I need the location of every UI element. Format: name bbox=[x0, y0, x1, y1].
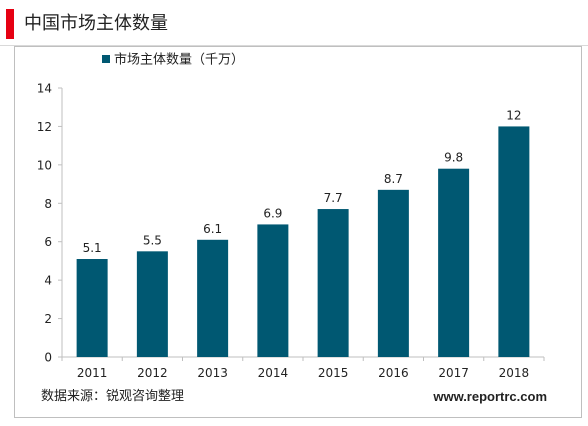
y-tick-label: 12 bbox=[37, 120, 52, 134]
bar bbox=[257, 224, 289, 357]
data-label: 5.5 bbox=[143, 233, 162, 247]
x-tick-label: 2015 bbox=[318, 366, 349, 380]
y-tick-label: 6 bbox=[44, 235, 52, 249]
y-tick-label: 14 bbox=[37, 82, 52, 96]
legend-label: 市场主体数量（千万） bbox=[114, 52, 244, 68]
page-title: 中国市场主体数量 bbox=[24, 13, 168, 34]
data-label: 6.1 bbox=[203, 222, 222, 236]
y-tick-label: 4 bbox=[44, 274, 52, 288]
x-tick-label: 2017 bbox=[438, 366, 469, 380]
y-tick-label: 2 bbox=[44, 312, 52, 326]
legend: 市场主体数量（千万） bbox=[102, 52, 244, 68]
data-labels: 5.1 5.5 6.1 6.9 7.7 8.7 9.8 12 bbox=[83, 108, 522, 255]
y-tick-label: 0 bbox=[44, 351, 52, 365]
x-tick-label: 2012 bbox=[137, 366, 168, 380]
y-tick-label: 8 bbox=[44, 197, 52, 211]
source-note: 数据来源：锐观咨询整理 bbox=[41, 389, 185, 404]
bar bbox=[76, 259, 108, 357]
data-label: 9.8 bbox=[444, 151, 463, 165]
data-label: 6.9 bbox=[263, 206, 282, 220]
title-accent-bar bbox=[6, 9, 14, 39]
x-tick-label: 2018 bbox=[499, 366, 530, 380]
x-tick-label: 2014 bbox=[258, 366, 289, 380]
title-bar: 中国市场主体数量 bbox=[0, 0, 588, 46]
chart-frame bbox=[14, 46, 582, 418]
title-divider bbox=[0, 45, 588, 46]
bar bbox=[317, 209, 349, 357]
bar bbox=[498, 126, 530, 357]
bar bbox=[136, 251, 168, 357]
data-label: 8.7 bbox=[384, 172, 403, 186]
legend-swatch bbox=[102, 55, 110, 63]
data-label: 12 bbox=[506, 108, 521, 122]
bar bbox=[438, 168, 470, 357]
x-tick-label: 2011 bbox=[77, 366, 108, 380]
x-tick-label: 2016 bbox=[378, 366, 409, 380]
y-tick-label: 10 bbox=[37, 158, 52, 172]
data-label: 7.7 bbox=[324, 191, 343, 205]
bar bbox=[377, 189, 409, 357]
bars bbox=[76, 126, 530, 357]
x-tick-label: 2013 bbox=[197, 366, 228, 380]
data-label: 5.1 bbox=[83, 241, 102, 255]
site-url[interactable]: www.reportrc.com bbox=[433, 389, 547, 404]
bar bbox=[197, 239, 229, 357]
